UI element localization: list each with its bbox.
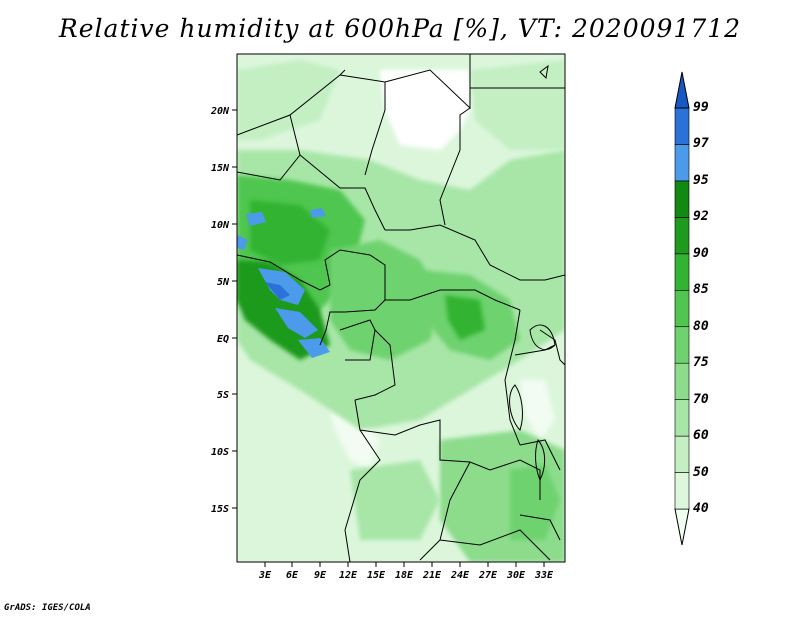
lon-tick-label: 21E [422,570,442,581]
longitude-axis: 3E 6E 9E 12E 15E 18E 21E 24E 27E 30E 33E [258,562,554,581]
lat-tick-label: 15N [211,163,230,174]
colorbar-level-label: 92 [693,209,709,225]
colorbar-level-label: 70 [693,391,709,407]
colorbar-level-label: 80 [693,318,709,334]
colorbar-level-label: 60 [693,428,709,444]
country-borders [237,54,565,562]
colorbar-swatch [674,399,690,437]
lon-tick-label: 24E [450,570,470,581]
colorbar-level-label: 95 [693,172,709,188]
colorbar-bottom-arrow [674,508,690,546]
lon-tick-label: 3E [258,570,272,581]
colorbar-swatch [674,435,690,473]
latitude-axis: 20N 15N 10N 5N EQ 5S 10S 15S [210,106,237,515]
colorbar-swatch [674,326,690,364]
map-frame [236,53,566,563]
lon-tick-label: 27E [478,570,498,581]
lat-tick-label: 10N [211,220,230,231]
colorbar-swatch [674,289,690,328]
lat-tick-label: 5S [217,390,229,401]
lat-tick-label: EQ [217,334,229,345]
lon-tick-label: 33E [534,570,554,581]
colorbar-swatch [674,217,690,255]
humidity-field [237,54,565,562]
colorbar-level-label: 75 [693,355,709,371]
lat-tick-label: 15S [211,504,229,515]
colorbar [674,71,690,546]
lat-tick-label: 20N [210,106,230,117]
colorbar-level-label: 90 [693,245,709,261]
colorbar-swatch [674,144,690,182]
lon-tick-label: 9E [314,570,327,581]
footer-credit: GrADS: IGES/COLA [4,603,91,613]
colorbar-swatch [674,472,690,510]
lat-tick-label: 5N [217,277,230,288]
colorbar-level-label: 40 [693,501,709,516]
colorbar-level-label: 97 [693,136,709,152]
lon-tick-label: 15E [367,570,386,581]
lat-tick-label: 10S [211,447,229,458]
colorbar-top-arrow [674,71,690,109]
colorbar-swatch [674,107,690,145]
colorbar-level-label: 85 [693,282,709,298]
lon-tick-label: 18E [395,570,414,581]
colorbar-level-label: 50 [693,464,709,480]
colorbar-swatch [674,180,690,218]
lon-tick-label: 12E [339,570,358,581]
colorbar-level-label: 99 [693,100,709,115]
colorbar-swatch [674,362,690,400]
map-title: Relative humidity at 600hPa [%], VT: 202… [58,14,742,43]
lon-tick-label: 6E [286,570,299,581]
lon-tick-label: 30E [506,570,526,581]
colorbar-swatch [674,253,690,291]
